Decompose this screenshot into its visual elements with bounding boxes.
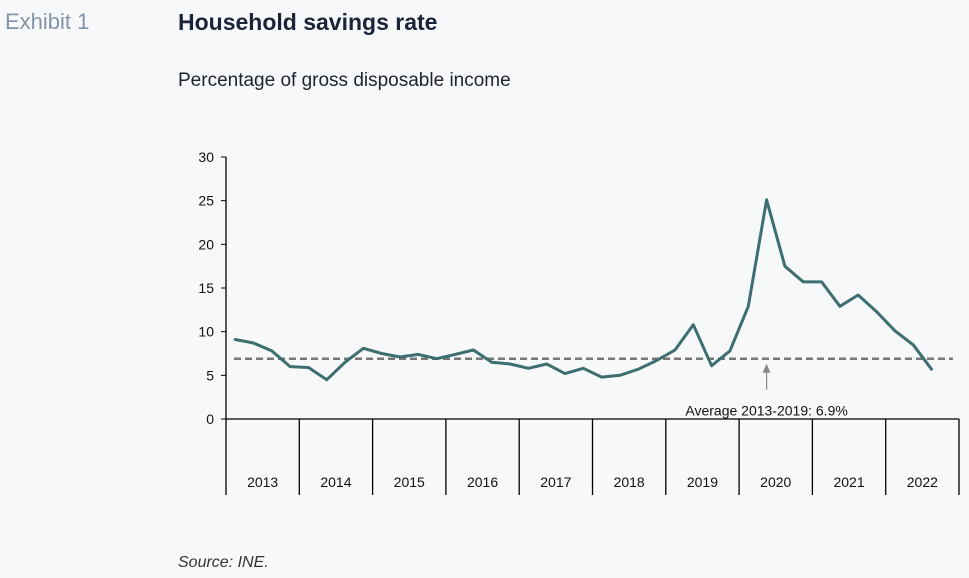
data-point [838,305,842,308]
data-point [380,352,383,355]
data-point [673,348,677,352]
chart-subtitle: Percentage of gross disposable income [178,70,511,91]
y-tick-label: 25 [198,193,214,209]
data-point [508,362,512,366]
y-tick-label: 15 [198,280,214,296]
data-point [453,353,457,356]
data-point [252,341,255,345]
data-point [527,367,530,370]
y-tick-label: 10 [198,324,214,340]
exhibit-label: Exhibit 1 [5,9,90,34]
data-point [545,362,548,366]
x-tick-label: 2019 [687,474,718,490]
data-point [692,323,695,326]
x-tick-label: 2014 [320,474,351,490]
x-tick-label: 2015 [394,474,425,490]
data-point [875,310,878,313]
x-tick-label: 2017 [540,474,571,490]
y-tick-label: 30 [198,149,214,165]
data-point [435,357,438,360]
data-point [930,368,933,371]
data-point [563,372,567,375]
chart-title: Household savings rate [178,9,438,35]
data-point [234,338,237,341]
data-point [362,347,365,350]
average-annotation-label: Average 2013-2019: 6.9% [685,403,847,419]
data-point [582,367,585,370]
data-point [728,349,732,353]
data-point [765,198,768,201]
data-point [783,265,787,268]
savings-rate-line [233,198,933,382]
y-tick-label: 20 [198,236,214,252]
data-point [343,361,347,364]
data-point [600,375,603,379]
y-tick-label: 5 [206,367,214,383]
data-point [270,349,273,353]
data-point [893,329,897,332]
data-point [307,366,310,369]
data-point [417,353,420,356]
data-point [710,364,713,367]
y-tick-label: 0 [206,411,214,427]
x-tick-label: 2016 [467,474,498,490]
data-point [802,280,805,284]
data-point [912,343,915,346]
data-point [325,378,328,381]
data-point [655,359,658,362]
data-point [637,368,640,371]
data-point [618,374,622,377]
data-point [820,280,823,284]
data-point [490,361,493,364]
x-tick-label: 2021 [833,474,864,490]
data-point [747,305,750,308]
x-tick-label: 2022 [907,474,938,490]
x-tick-label: 2013 [247,474,278,490]
x-tick-label: 2018 [614,474,645,490]
data-point [857,293,860,297]
data-point [288,365,292,368]
data-point [398,355,402,359]
x-tick-label: 2020 [760,474,791,490]
annotation-arrowhead [762,363,771,373]
source-note: Source: INE. [178,554,269,571]
data-point [472,348,475,352]
